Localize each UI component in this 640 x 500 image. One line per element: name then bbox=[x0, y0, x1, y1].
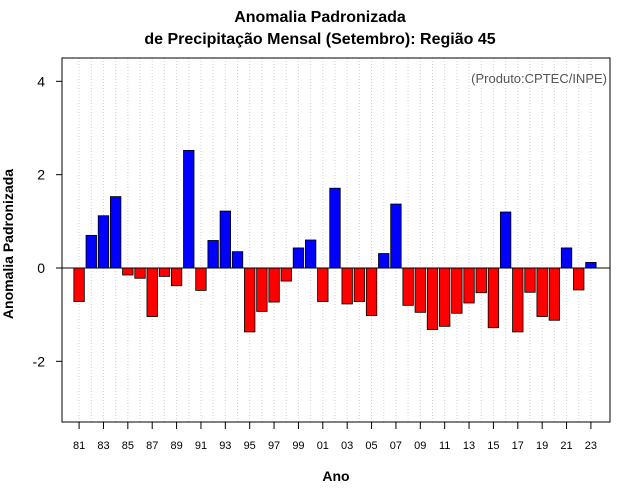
bar-10 bbox=[426, 267, 439, 330]
bar-98 bbox=[280, 267, 292, 282]
x-tick-label: 15 bbox=[487, 440, 499, 452]
source-annotation: (Produto:CPTEC/INPE) bbox=[471, 71, 607, 86]
x-tick-label: 01 bbox=[317, 440, 329, 452]
bar-93 bbox=[219, 210, 231, 269]
bar-22 bbox=[573, 267, 585, 291]
x-tick-label: 87 bbox=[146, 440, 158, 452]
y-tick-label: 4 bbox=[37, 73, 45, 89]
chart-subtitle: de Precipitação Mensal (Setembro): Regiã… bbox=[144, 31, 496, 48]
bar-05 bbox=[365, 267, 378, 316]
x-tick-label: 95 bbox=[244, 440, 256, 452]
bar-23 bbox=[585, 261, 597, 269]
x-tick-label: 23 bbox=[585, 440, 597, 452]
bar-00 bbox=[304, 239, 317, 269]
x-tick-label: 99 bbox=[292, 440, 304, 452]
bar-04 bbox=[353, 267, 366, 302]
bar-16 bbox=[499, 211, 512, 269]
bar-89 bbox=[170, 267, 183, 287]
bar-21 bbox=[560, 247, 573, 269]
bar-90 bbox=[183, 149, 195, 269]
bar-03 bbox=[341, 267, 353, 305]
y-tick-label: 0 bbox=[37, 260, 45, 276]
bar-01 bbox=[317, 267, 329, 302]
bar-07 bbox=[390, 203, 402, 269]
bar-86 bbox=[134, 267, 146, 279]
bar-94 bbox=[231, 251, 244, 269]
bar-97 bbox=[268, 267, 280, 303]
bar-96 bbox=[256, 267, 268, 312]
bar-18 bbox=[524, 267, 536, 293]
x-tick-label: 19 bbox=[536, 440, 548, 452]
bar-92 bbox=[207, 240, 219, 269]
bar-99 bbox=[292, 247, 305, 269]
x-tick-label: 03 bbox=[341, 440, 353, 452]
bar-17 bbox=[512, 267, 524, 333]
bar-95 bbox=[244, 267, 256, 333]
x-tick-label: 93 bbox=[219, 440, 231, 452]
x-tick-label: 83 bbox=[97, 440, 109, 452]
bar-84 bbox=[110, 196, 122, 269]
y-axis-label: Anomalia Padronizada bbox=[0, 169, 16, 319]
x-tick-label: 13 bbox=[463, 440, 475, 452]
bar-88 bbox=[158, 267, 171, 277]
bar-91 bbox=[195, 267, 207, 291]
x-tick-label: 91 bbox=[195, 440, 207, 452]
bar-12 bbox=[451, 267, 463, 314]
y-tick-label: 2 bbox=[37, 167, 45, 183]
x-tick-label: 97 bbox=[268, 440, 280, 452]
bar-83 bbox=[97, 215, 110, 269]
bar-06 bbox=[378, 253, 390, 269]
bar-13 bbox=[463, 267, 475, 304]
x-tick-label: 89 bbox=[170, 440, 182, 452]
x-axis-label: Ano bbox=[322, 468, 349, 484]
bar-15 bbox=[487, 267, 500, 329]
bar-14 bbox=[475, 267, 487, 294]
x-tick-label: 17 bbox=[512, 440, 524, 452]
bar-82 bbox=[85, 234, 97, 269]
x-tick-label: 07 bbox=[390, 440, 402, 452]
plot-frame bbox=[61, 57, 611, 423]
bar-85 bbox=[122, 267, 134, 276]
bars-layer bbox=[73, 149, 597, 333]
bar-09 bbox=[414, 267, 426, 313]
x-tick-label: 21 bbox=[560, 440, 572, 452]
x-tick-label: 81 bbox=[73, 440, 85, 452]
axes-layer: -2 0 2 4 81 83 85 87 89 91 93 95 97 99 01 03 05 07 09 11 13 1… bbox=[33, 73, 597, 452]
x-tick-label: 05 bbox=[365, 440, 377, 452]
x-tick-label: 09 bbox=[414, 440, 426, 452]
y-tick-label: -2 bbox=[33, 353, 46, 369]
bar-20 bbox=[548, 267, 560, 321]
x-tick-label: 11 bbox=[439, 440, 450, 452]
bar-87 bbox=[146, 267, 158, 317]
bar-81 bbox=[73, 267, 85, 302]
bar-08 bbox=[402, 267, 414, 306]
grid-layer bbox=[78, 58, 592, 422]
x-tick-label: 85 bbox=[122, 440, 134, 452]
bar-02 bbox=[329, 187, 341, 269]
chart-title: Anomalia Padronizada bbox=[234, 9, 406, 26]
bar-19 bbox=[536, 267, 548, 317]
bar-11 bbox=[439, 267, 451, 327]
